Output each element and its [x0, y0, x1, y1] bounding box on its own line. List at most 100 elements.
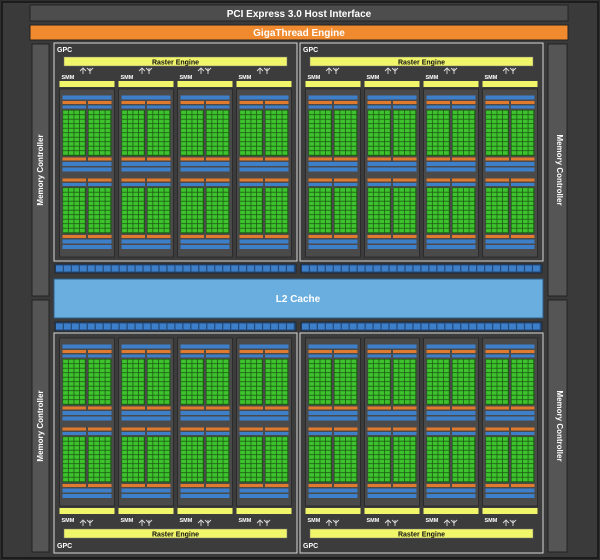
cuda-core — [251, 151, 257, 155]
cuda-core — [282, 215, 288, 219]
cuda-core — [325, 400, 331, 404]
cuda-core — [491, 119, 497, 124]
cuda-core — [245, 373, 251, 377]
cuda-core — [63, 477, 68, 482]
cuda-core — [158, 151, 164, 155]
cuda-core — [94, 382, 100, 386]
sm-bar — [121, 484, 145, 487]
cuda-core — [463, 437, 469, 441]
cuda-core — [432, 459, 438, 464]
sm-bar — [452, 406, 476, 410]
cuda-core — [427, 386, 432, 391]
cuda-core — [105, 206, 111, 210]
cuda-core — [427, 192, 432, 197]
cuda-core — [265, 373, 271, 377]
sm-bar — [206, 354, 230, 358]
cuda-core — [314, 188, 320, 192]
cuda-core — [438, 146, 444, 151]
cuda-core — [240, 224, 245, 228]
cuda-core — [164, 206, 170, 210]
cuda-core — [212, 395, 218, 400]
sm-bar — [393, 235, 417, 238]
cuda-core — [197, 382, 203, 386]
cuda-core — [373, 441, 379, 446]
cuda-core — [528, 364, 534, 368]
cuda-core — [309, 219, 314, 224]
cuda-core — [345, 228, 351, 233]
cuda-core — [345, 119, 351, 124]
cuda-core — [497, 119, 503, 124]
cuda-core — [79, 206, 85, 210]
cuda-core — [79, 377, 85, 382]
cuda-core — [206, 151, 212, 155]
cuda-core — [452, 224, 458, 228]
cuda-core — [486, 115, 491, 119]
cuda-core — [158, 386, 164, 391]
cuda-core — [351, 441, 357, 446]
cuda-core — [217, 368, 223, 373]
cuda-core — [127, 210, 133, 215]
cuda-core — [334, 359, 340, 364]
cuda-core — [393, 146, 399, 151]
cuda-core — [99, 224, 105, 228]
cuda-core — [153, 368, 159, 373]
cuda-core — [223, 468, 229, 473]
cuda-core — [212, 386, 218, 391]
cuda-core — [432, 368, 438, 373]
cuda-core — [251, 197, 257, 201]
cuda-core — [127, 151, 133, 155]
cuda-core — [127, 382, 133, 386]
cuda-core — [511, 215, 517, 219]
cuda-core — [63, 119, 68, 124]
cuda-core — [486, 400, 491, 404]
cuda-core — [340, 446, 346, 450]
cuda-core — [164, 382, 170, 386]
cuda-core — [334, 224, 340, 228]
sm-bar — [180, 162, 230, 166]
cuda-core — [265, 359, 271, 364]
cuda-core — [345, 364, 351, 368]
cuda-core — [181, 219, 186, 224]
cuda-core — [265, 201, 271, 206]
cuda-core — [410, 228, 416, 233]
cuda-core — [393, 151, 399, 155]
cuda-core — [251, 464, 257, 468]
cuda-core — [522, 446, 528, 450]
cuda-core — [443, 188, 449, 192]
sm-bar — [180, 105, 204, 109]
sm-bar — [485, 416, 535, 421]
cuda-core — [517, 386, 523, 391]
cuda-core — [458, 437, 464, 441]
cuda-core — [469, 146, 475, 151]
cuda-core — [192, 359, 198, 364]
cuda-core — [334, 146, 340, 151]
cuda-core — [351, 359, 357, 364]
sm-bar — [206, 350, 230, 353]
sm-bar — [426, 105, 450, 109]
cuda-core — [68, 192, 74, 197]
cuda-core — [517, 119, 523, 124]
cuda-core — [438, 224, 444, 228]
cuda-core — [223, 206, 229, 210]
cuda-core — [384, 459, 390, 464]
cuda-core — [122, 468, 127, 473]
cuda-core — [240, 395, 245, 400]
cuda-core — [399, 146, 405, 151]
sm-bar — [393, 101, 417, 104]
cuda-core — [373, 206, 379, 210]
cuda-core — [158, 477, 164, 482]
cuda-core — [497, 215, 503, 219]
cuda-core — [133, 359, 139, 364]
cuda-core — [443, 446, 449, 450]
cuda-core — [410, 110, 416, 115]
cuda-core — [443, 124, 449, 128]
cuda-core — [432, 364, 438, 368]
cuda-core — [138, 468, 144, 473]
cuda-core — [192, 151, 198, 155]
cuda-core — [276, 391, 282, 395]
cuda-core — [502, 364, 508, 368]
cuda-core — [528, 124, 534, 128]
cuda-core — [79, 142, 85, 146]
cuda-core — [245, 115, 251, 119]
arrow-icon — [256, 519, 264, 526]
